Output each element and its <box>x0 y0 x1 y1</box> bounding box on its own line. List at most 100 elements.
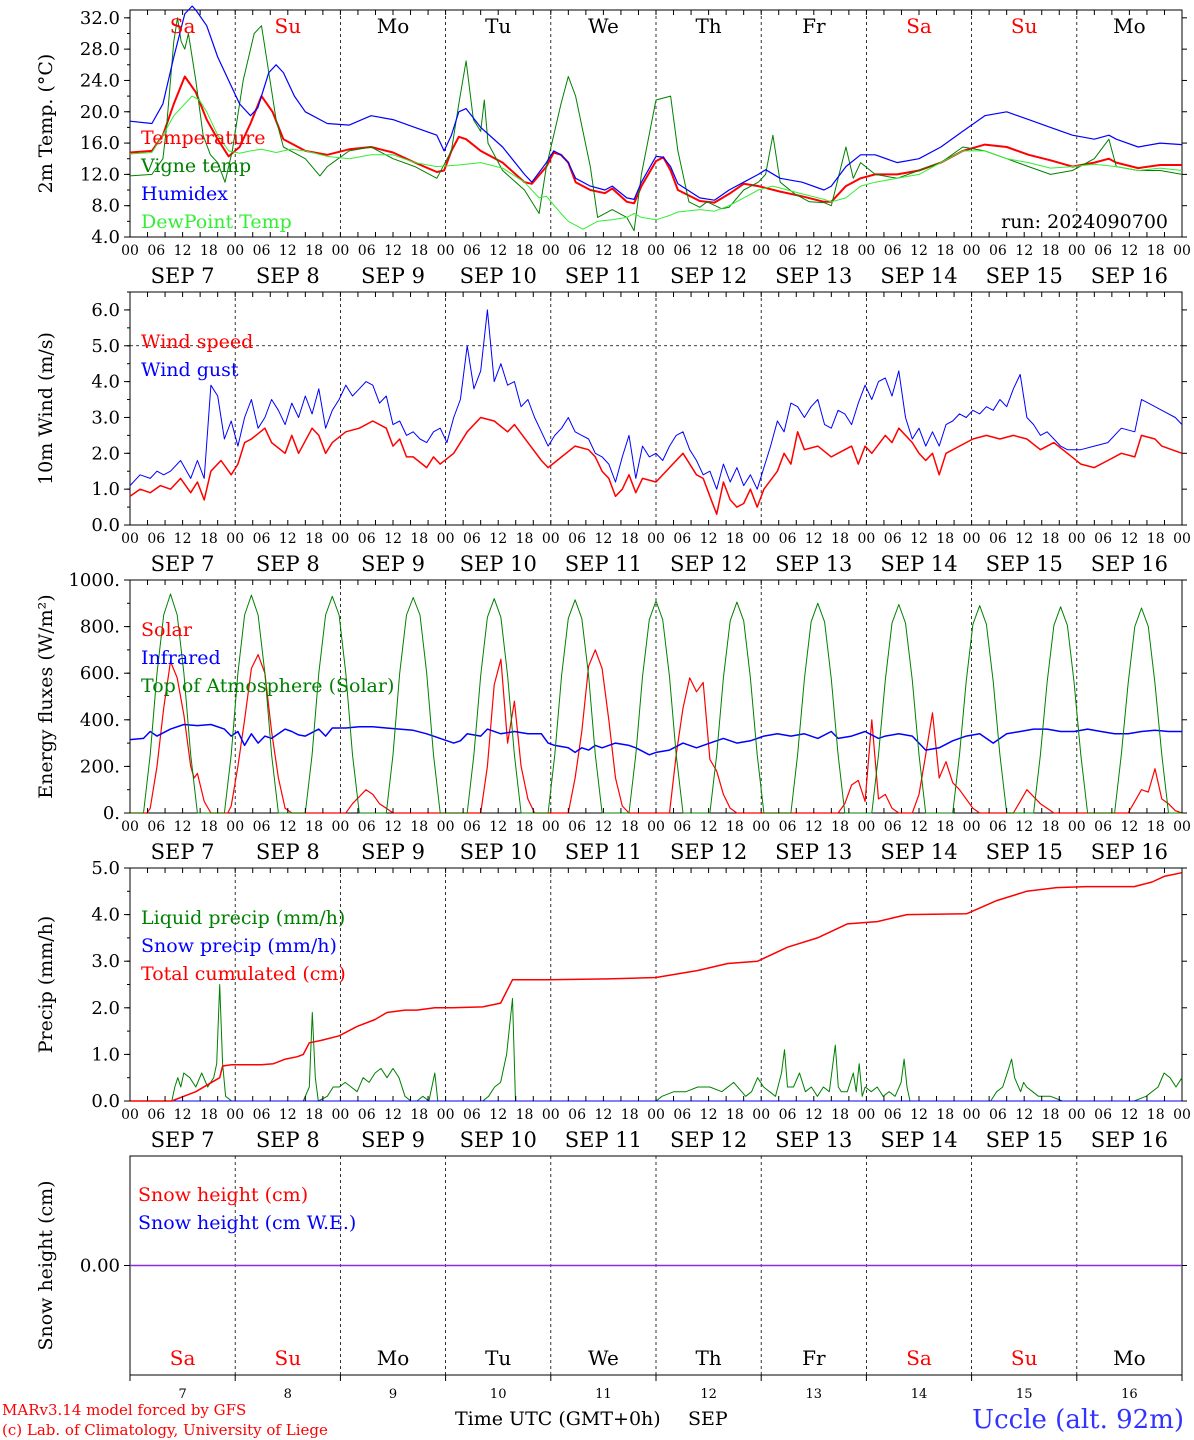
month-label: SEP <box>688 1408 728 1430</box>
date-label: SEP 11 <box>565 1128 642 1152</box>
hour-tick-label: 00 <box>437 819 455 835</box>
hour-tick-label: 12 <box>805 819 823 835</box>
hour-tick-label: 18 <box>516 243 534 259</box>
hour-tick-label: 18 <box>726 1107 744 1123</box>
hour-tick-label: 00 <box>121 819 139 835</box>
hour-tick-label: 06 <box>989 1107 1007 1123</box>
panel-2: 0.0 1.0 2.0 3.0 4.0 5.0 6.0 10m Wind (m/s) Wind … <box>35 291 1191 576</box>
hour-tick-label: 06 <box>463 1107 481 1123</box>
hour-tick-label: 06 <box>568 243 586 259</box>
hour-tick-label: 00 <box>752 819 770 835</box>
hour-tick-label: 06 <box>884 1107 902 1123</box>
day-name-label: Mo <box>377 1346 410 1370</box>
y-tick-label: 5.0 <box>91 858 120 879</box>
hour-tick-label: 00 <box>121 1107 139 1123</box>
day-number-label: 10 <box>490 1387 507 1402</box>
date-label: SEP 15 <box>986 1128 1063 1152</box>
hour-tick-label: 18 <box>936 531 954 547</box>
hour-tick-label: 18 <box>621 819 639 835</box>
date-label: SEP 9 <box>361 840 425 864</box>
hour-tick-label: 18 <box>831 531 849 547</box>
hour-tick-label: 06 <box>779 819 797 835</box>
date-label: SEP 14 <box>880 840 957 864</box>
hour-tick-label: 12 <box>384 531 402 547</box>
day-name-label: Th <box>695 1346 721 1370</box>
date-label: SEP 8 <box>256 552 320 576</box>
hour-tick-label: 12 <box>1120 243 1138 259</box>
hour-tick-label: 18 <box>1147 531 1165 547</box>
y-tick-label: 0.00 <box>80 1256 120 1277</box>
hour-tick-label: 12 <box>700 243 718 259</box>
hour-tick-label: 12 <box>279 819 297 835</box>
hour-tick-label: 06 <box>568 819 586 835</box>
hour-tick-label: 18 <box>516 531 534 547</box>
hour-tick-label: 12 <box>1120 819 1138 835</box>
hour-tick-label: 18 <box>1042 531 1060 547</box>
legend-entry: Wind gust <box>141 359 239 381</box>
day-number-label: 16 <box>1121 1387 1138 1402</box>
legend-entry: Top of Atmosphere (Solar) <box>141 675 394 697</box>
y-axis-label: Snow height (cm) <box>35 1180 57 1350</box>
hour-tick-label: 06 <box>779 1107 797 1123</box>
hour-tick-label: 18 <box>936 1107 954 1123</box>
hour-tick-label: 12 <box>910 531 928 547</box>
hour-tick-label: 18 <box>831 243 849 259</box>
hour-tick-label: 18 <box>200 819 218 835</box>
hour-tick-label: 00 <box>437 1107 455 1123</box>
date-label: SEP 7 <box>151 840 215 864</box>
hour-tick-label: 18 <box>305 531 323 547</box>
hour-tick-label: 18 <box>410 819 428 835</box>
hour-tick-label: 06 <box>463 819 481 835</box>
y-tick-label: 600. <box>80 663 120 684</box>
hour-tick-label: 00 <box>542 1107 560 1123</box>
series-line-3 <box>130 593 1182 814</box>
series-line-4 <box>129 95 1183 230</box>
hour-tick-label: 18 <box>200 531 218 547</box>
hour-tick-label: 00 <box>963 531 981 547</box>
series-line-2 <box>129 17 1183 232</box>
hour-tick-label: 12 <box>489 531 507 547</box>
y-tick-label: 24.0 <box>80 70 120 91</box>
hour-tick-label: 12 <box>384 243 402 259</box>
date-label: SEP 16 <box>1091 840 1168 864</box>
hour-tick-label: 00 <box>226 819 244 835</box>
hour-tick-label: 00 <box>963 819 981 835</box>
hour-tick-label: 06 <box>1094 1107 1112 1123</box>
series-line-1 <box>129 416 1183 515</box>
day-name-label: Sa <box>170 1346 196 1370</box>
date-label: SEP 9 <box>361 264 425 288</box>
y-tick-label: 3.0 <box>91 407 120 428</box>
hour-tick-label: 06 <box>147 531 165 547</box>
date-label: SEP 12 <box>670 552 747 576</box>
hour-tick-label: 12 <box>1015 819 1033 835</box>
hour-tick-label: 12 <box>594 1107 612 1123</box>
hour-tick-label: 12 <box>594 243 612 259</box>
day-name-label: Th <box>695 14 721 38</box>
hour-tick-label: 00 <box>647 1107 665 1123</box>
legend-entry: Temperature <box>141 127 265 149</box>
model-credit: MARv3.14 model forced by GFS <box>2 1401 246 1419</box>
y-tick-label: 1.0 <box>91 479 120 500</box>
hour-tick-label: 00 <box>331 243 349 259</box>
hour-tick-label: 12 <box>1015 1107 1033 1123</box>
date-label: SEP 9 <box>361 552 425 576</box>
hour-tick-label: 18 <box>726 819 744 835</box>
y-tick-label: 400. <box>80 710 120 731</box>
hour-tick-label: 06 <box>884 531 902 547</box>
date-label: SEP 12 <box>670 840 747 864</box>
date-label: SEP 16 <box>1091 552 1168 576</box>
date-label: SEP 7 <box>151 1128 215 1152</box>
hour-tick-label: 18 <box>516 819 534 835</box>
hour-tick-label: 12 <box>174 531 192 547</box>
hour-tick-label: 06 <box>147 819 165 835</box>
hour-tick-label: 18 <box>1042 243 1060 259</box>
hour-tick-label: 00 <box>121 531 139 547</box>
hour-tick-label: 06 <box>1094 243 1112 259</box>
day-name-label: Su <box>275 14 302 38</box>
hour-tick-label: 06 <box>884 243 902 259</box>
day-number-label: 12 <box>700 1387 717 1402</box>
hour-tick-label: 00 <box>752 531 770 547</box>
date-label: SEP 10 <box>460 552 537 576</box>
y-tick-label: 2.0 <box>91 998 120 1019</box>
hour-tick-label: 00 <box>331 1107 349 1123</box>
